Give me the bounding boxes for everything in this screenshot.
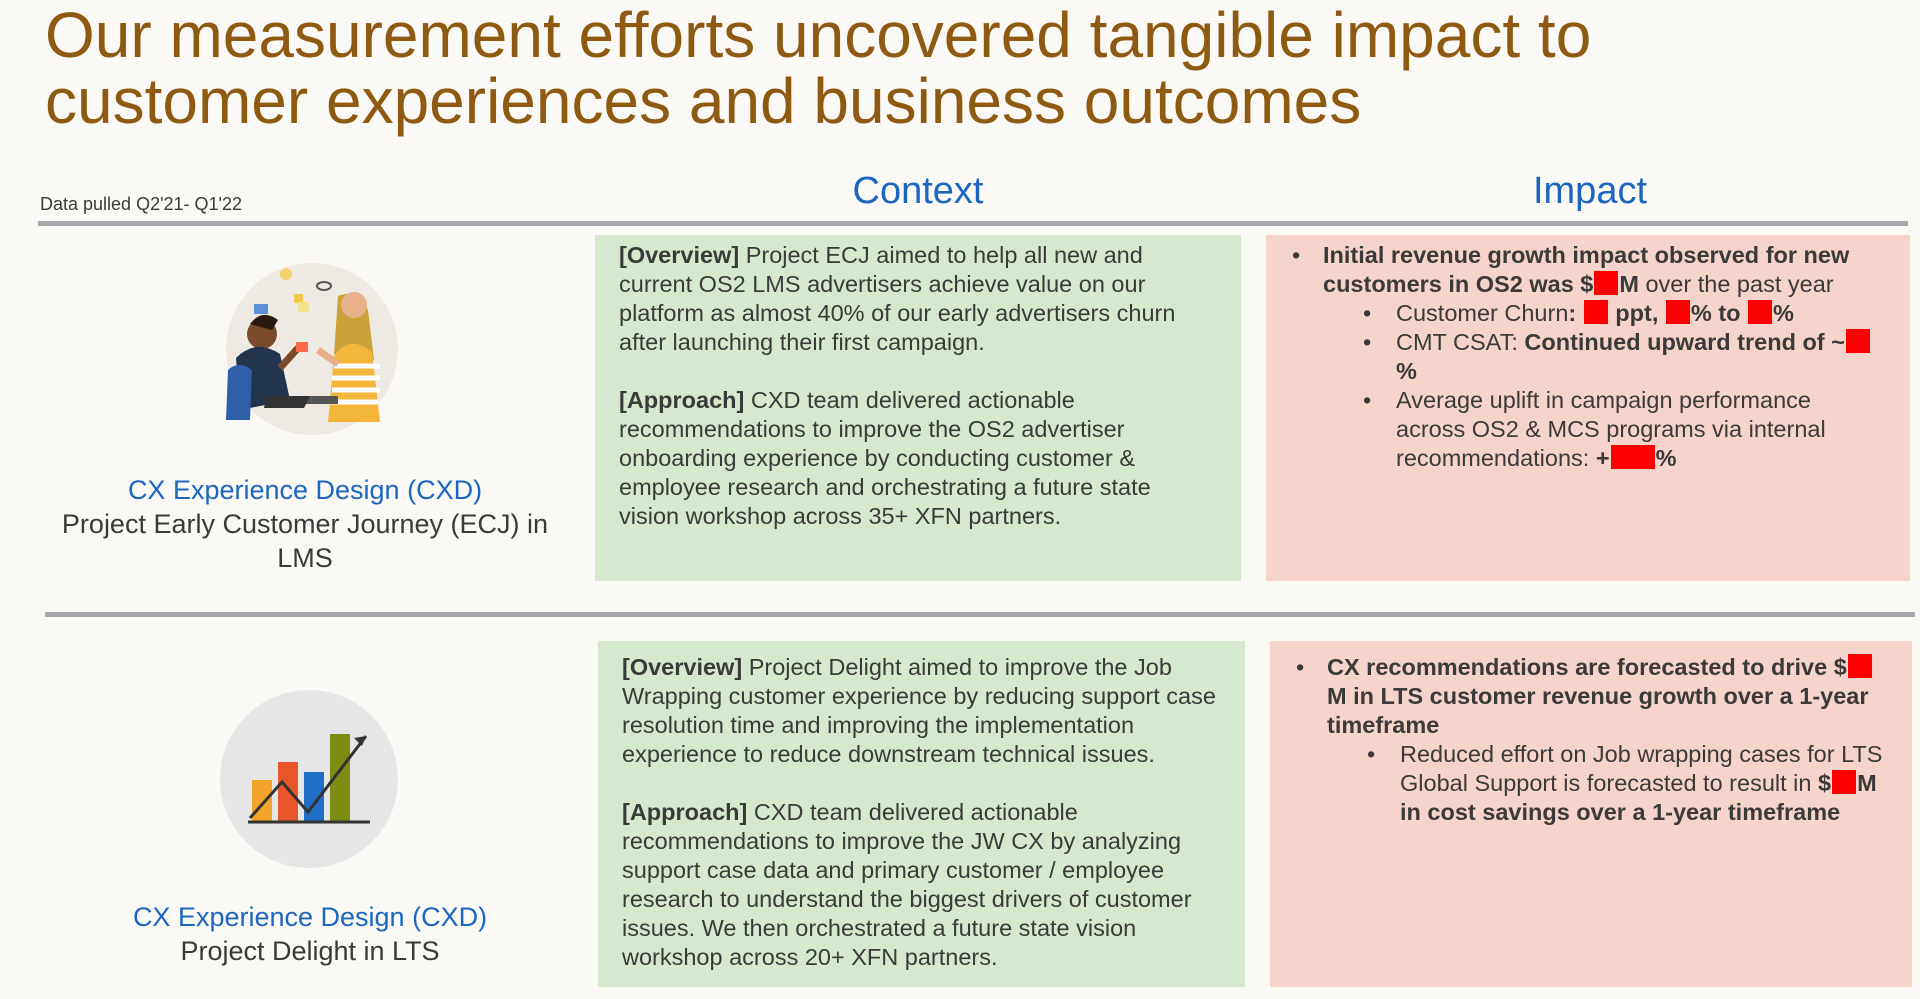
- overview-paragraph: [Overview] Project Delight aimed to impr…: [622, 653, 1221, 769]
- project-ecj-label: CX Experience Design (CXD) Project Early…: [35, 473, 575, 575]
- project-org: CX Experience Design (CXD): [127, 475, 483, 505]
- overview-tag: [Overview]: [619, 242, 740, 268]
- context-box-ecj: [Overview] Project ECJ aimed to help all…: [595, 235, 1241, 581]
- impact-column-heading: Impact: [1532, 170, 1648, 212]
- slide-title: Our measurement efforts uncovered tangib…: [45, 0, 1592, 137]
- overview-text: Project ECJ aimed to help all new and cu…: [619, 242, 1176, 355]
- approach-tag: [Approach]: [622, 799, 748, 825]
- overview-text: Project Delight aimed to improve the Job…: [622, 654, 1216, 767]
- approach-tag: [Approach]: [619, 387, 745, 413]
- impact-box-ecj: Initial revenue growth impact observed f…: [1266, 235, 1910, 581]
- impact-churn: Customer Churn: ppt, % to %: [1356, 299, 1886, 328]
- redaction-mark: [1610, 445, 1655, 469]
- approach-paragraph: [Approach] CXD team delivered actionable…: [619, 386, 1217, 531]
- header-divider: [38, 221, 1908, 226]
- impact-uplift: Average uplift in campaign performance a…: [1356, 386, 1886, 473]
- impact-headline: Initial revenue growth impact observed f…: [1290, 241, 1886, 473]
- project-delight-label: CX Experience Design (CXD) Project Delig…: [80, 900, 540, 968]
- people-collaborating-illustration: [226, 260, 398, 438]
- redaction-mark: [1583, 300, 1608, 324]
- redaction-mark: [1845, 329, 1870, 353]
- impact-headline: CX recommendations are forecasted to dri…: [1294, 653, 1888, 827]
- overview-tag: [Overview]: [622, 654, 743, 680]
- project-org: CX Experience Design (CXD): [132, 902, 488, 932]
- project-name: Project Delight in LTS: [180, 936, 440, 966]
- impact-cost-savings: Reduced effort on Job wrapping cases for…: [1360, 740, 1888, 827]
- redaction-mark: [1594, 271, 1619, 295]
- approach-paragraph: [Approach] CXD team delivered actionable…: [622, 798, 1221, 972]
- redaction-mark: [1665, 300, 1690, 324]
- approach-text: CXD team delivered actionable recommenda…: [622, 799, 1192, 970]
- redaction-mark: [1832, 770, 1857, 794]
- redaction-mark: [1847, 654, 1872, 678]
- project-name: Project Early Customer Journey (ECJ) in …: [61, 509, 549, 573]
- overview-paragraph: [Overview] Project ECJ aimed to help all…: [619, 241, 1217, 357]
- impact-csat: CMT CSAT: Continued upward trend of ~%: [1356, 328, 1886, 386]
- data-pulled-note: Data pulled Q2'21- Q1'22: [40, 194, 242, 214]
- context-box-delight: [Overview] Project Delight aimed to impr…: [598, 641, 1245, 987]
- impact-box-delight: CX recommendations are forecasted to dri…: [1270, 641, 1912, 987]
- bar-chart-growth-illustration: [220, 688, 398, 870]
- row-divider: [45, 612, 1915, 617]
- approach-text: CXD team delivered actionable recommenda…: [619, 387, 1151, 529]
- redaction-mark: [1748, 300, 1773, 324]
- context-column-heading: Context: [852, 170, 984, 212]
